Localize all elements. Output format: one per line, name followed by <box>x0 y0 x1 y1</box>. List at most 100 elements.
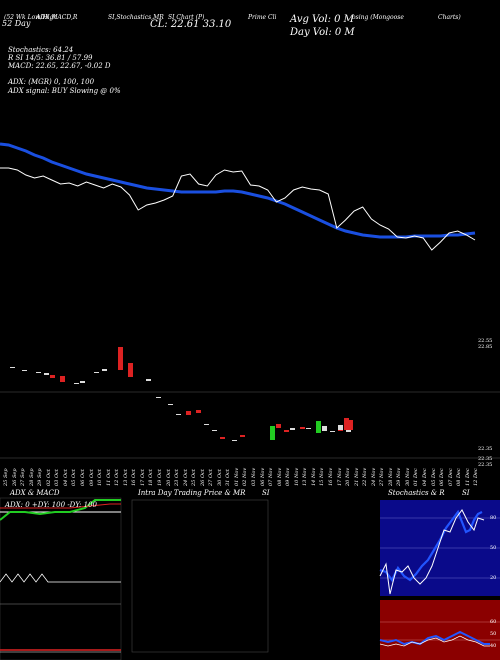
date-tick-label: 21 Nov <box>353 467 360 486</box>
candle-bar <box>344 418 349 430</box>
rsi-tick-50: 50 <box>490 631 497 637</box>
rsi-readout: R SI 14/5: 36.81 / 57.99 <box>8 54 93 62</box>
date-tick-label: 16 Nov <box>327 467 334 486</box>
date-tick-label: 02 Oct <box>45 469 52 486</box>
candle-bar <box>204 424 209 425</box>
date-tick-label: 06 Nov <box>259 467 266 486</box>
candle-bar <box>44 373 49 375</box>
header-charts: Charts) <box>438 14 461 21</box>
stoch-tick-80: 80 <box>490 515 497 521</box>
axis-right-label: 22.35 <box>478 456 493 462</box>
price-line <box>0 167 476 251</box>
date-tick-label: 25 Sep <box>3 468 9 486</box>
date-tick-label: 18 Oct <box>148 469 155 486</box>
header-chart: SI Chart (P) <box>168 14 205 21</box>
avg-vol: Avg Vol: 0 M <box>290 14 354 25</box>
stoch-panel-title: Stochastics & R <box>388 489 445 497</box>
date-tick-label: 27 Oct <box>208 469 215 486</box>
stoch-panel <box>380 500 500 596</box>
adx-signal-readout: ADX signal: BUY Slowing @ 0% <box>8 87 121 95</box>
date-tick-label: 28 Nov <box>387 467 394 486</box>
candle-bar <box>300 427 305 429</box>
candle-bar <box>338 425 343 430</box>
stoch-k-line <box>379 509 485 595</box>
header-52day: 52 Day <box>2 19 31 28</box>
date-tick-label: 23 Oct <box>174 469 180 486</box>
date-tick-label: 06 Oct <box>80 469 86 486</box>
date-tick-label: 10 Oct <box>97 469 104 486</box>
candle-bar <box>102 369 107 371</box>
candle-bar <box>220 437 225 439</box>
intraday-panel <box>131 499 269 653</box>
date-tick-label: 25 Oct <box>191 469 198 486</box>
date-tick-label: 12 Dec <box>473 468 480 486</box>
stoch-tick-50: 50 <box>490 545 497 551</box>
axis-right-label: 22.35 <box>478 462 493 468</box>
header-line: (52 Wk Low/High <box>4 14 57 21</box>
date-tick-label: 12 Oct <box>114 469 121 486</box>
rsi-tick-40: 40 <box>490 643 497 649</box>
axis-right-label: 22.55 <box>478 338 493 344</box>
date-tick-label: 04 Dec <box>422 468 428 486</box>
date-tick-label: 05 Dec <box>430 468 437 486</box>
candle-bar <box>74 383 79 384</box>
macd-readout: MACD: 22.65, 22.67, -0.02 D <box>8 62 111 70</box>
price-chart <box>0 142 500 459</box>
candle-bar <box>176 414 181 415</box>
date-tick-label: 29 Sep <box>37 468 44 486</box>
candle-bar <box>168 404 173 405</box>
candle-bar <box>316 421 321 433</box>
header-adx-macd: ADX,MACD,R <box>36 14 78 21</box>
date-tick-label: 06 Dec <box>439 468 446 486</box>
date-tick-label: 20 Oct <box>165 469 172 486</box>
intraday-panel-title: Intra Day Trading Price & MR <box>138 489 246 497</box>
date-tick-label: 02 Nov <box>242 467 249 486</box>
date-tick-label: 09 Nov <box>285 467 292 486</box>
stochastics-readout: Stochastics: 64.24 <box>8 46 74 54</box>
candle-bar <box>276 424 281 428</box>
date-tick-label: 11 Oct <box>105 469 112 486</box>
date-tick-label: 27 Nov <box>379 467 386 486</box>
candle-bar <box>284 430 289 432</box>
moving-average-line <box>0 142 476 239</box>
date-tick-label: 24 Oct <box>182 469 189 486</box>
date-tick-label: 29 Nov <box>396 467 403 486</box>
date-tick-label: 07 Nov <box>268 467 275 486</box>
date-tick-label: 10 Nov <box>293 467 300 486</box>
cl-value: CL: 22.61 33.10 <box>150 19 232 30</box>
candle-bar <box>232 440 237 441</box>
date-tick-label: 03 Nov <box>251 467 257 486</box>
candle-bar <box>80 381 85 383</box>
candle-bar <box>50 375 55 378</box>
date-tick-label: 16 Oct <box>131 469 138 486</box>
date-tick-label: 01 Dec <box>413 468 420 486</box>
rsi-signal-line <box>379 635 490 647</box>
candle-bar <box>10 367 15 368</box>
date-tick-label: 28 Sep <box>28 468 35 486</box>
date-tick-label: 13 Oct <box>122 469 129 486</box>
date-tick-label: 07 Dec <box>447 468 454 486</box>
candle-bar <box>306 428 311 429</box>
date-tick-label: 01 Nov <box>233 467 240 486</box>
candle-bar <box>290 428 295 430</box>
candle-bar <box>156 397 161 398</box>
date-tick-label: 30 Oct <box>216 469 223 486</box>
candle-group <box>10 347 353 441</box>
date-tick-label: 26 Sep <box>11 468 18 486</box>
date-tick-label: 17 Nov <box>336 467 343 486</box>
date-tick-label: 11 Dec <box>464 468 471 486</box>
candle-bar <box>94 372 99 373</box>
stoch-tick-20: 20 <box>490 575 497 581</box>
candle-bar <box>348 420 353 430</box>
axis-right-label: 22.35 <box>478 446 493 452</box>
date-tick-label: 14 Nov <box>310 467 317 486</box>
date-tick-label: 17 Oct <box>139 469 146 486</box>
candle-bar <box>240 435 245 437</box>
adx-panel <box>0 497 122 660</box>
candle-bar <box>270 426 275 440</box>
candle-bar <box>36 372 41 373</box>
candle-bar <box>346 430 351 432</box>
date-tick-label: 04 Oct <box>62 469 69 486</box>
candle-bar <box>146 379 151 381</box>
adx-panel-readout: ADX: 0 +DY: 100 -DY: 100 <box>5 501 97 509</box>
